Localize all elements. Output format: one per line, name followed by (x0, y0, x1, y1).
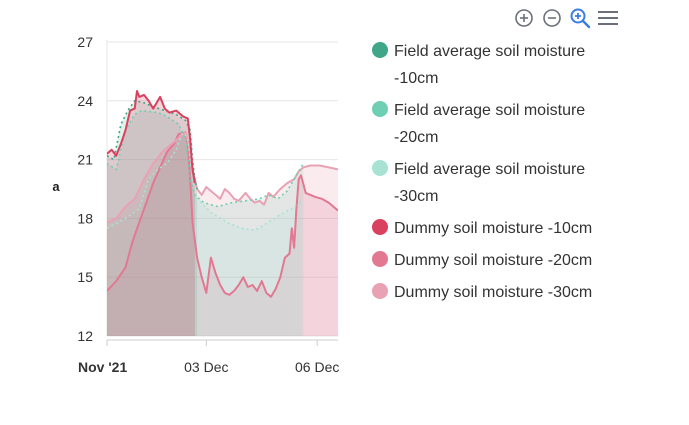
grid-lines (106, 40, 338, 337)
x-axis-ticks: Nov '21 03 Dec 06 Dec (78, 339, 339, 375)
x-tick-label: Nov '21 (78, 359, 127, 375)
y-axis-ticks: 12 15 18 21 24 27 (77, 34, 93, 344)
series-area (107, 110, 304, 336)
series-area (107, 91, 195, 336)
y-tick-label: 27 (77, 34, 93, 50)
y-tick-label: 18 (77, 210, 93, 226)
menu-icon[interactable] (596, 6, 620, 30)
zoom-magnifier-icon[interactable] (568, 6, 592, 30)
zoom-out-icon[interactable] (540, 6, 564, 30)
series-area (107, 100, 198, 336)
series-lines (107, 90, 338, 298)
legend-item[interactable]: Field average soil moisture -10cm (372, 38, 642, 92)
legend-label: Field average soil moisture -10cm (394, 43, 586, 87)
series-line[interactable] (107, 129, 302, 231)
y-tick-label: 15 (77, 269, 93, 285)
x-tick-label: 06 Dec (295, 359, 339, 375)
legend-item[interactable]: Field average soil moisture -20cm (372, 97, 642, 151)
legend-color-dot (372, 160, 388, 176)
series-line[interactable] (107, 131, 338, 298)
series-line[interactable] (107, 131, 338, 224)
series-line[interactable] (107, 109, 305, 208)
legend-item[interactable]: Field average soil moisture -30cm (372, 156, 642, 210)
y-axis-title: a (52, 179, 60, 194)
legend-color-dot (372, 101, 388, 117)
series-line[interactable] (107, 90, 196, 184)
legend-label: Dummy soil moisture -20cm (394, 252, 593, 269)
y-tick-label: 21 (77, 152, 93, 168)
series-area (107, 132, 338, 336)
legend-item[interactable]: Dummy soil moisture -20cm (372, 247, 642, 274)
legend-item[interactable]: Dummy soil moisture -10cm (372, 215, 642, 242)
y-tick-label: 12 (77, 328, 93, 344)
chart-legend: Field average soil moisture -10cm Field a… (372, 38, 642, 311)
legend-color-dot (372, 42, 388, 58)
legend-color-dot (372, 283, 388, 299)
legend-label: Field average soil moisture -20cm (394, 102, 586, 146)
legend-label: Dummy soil moisture -30cm (394, 284, 593, 301)
series-area (107, 132, 338, 336)
legend-color-dot (372, 219, 388, 235)
x-tick-label: 03 Dec (184, 359, 228, 375)
legend-label: Dummy soil moisture -10cm (394, 220, 593, 237)
legend-color-dot (372, 251, 388, 267)
y-tick-label: 24 (77, 93, 93, 109)
zoom-in-icon[interactable] (512, 6, 536, 30)
chart-toolbar (512, 6, 620, 30)
legend-label: Field average soil moisture -30cm (394, 161, 586, 205)
legend-item[interactable]: Dummy soil moisture -30cm (372, 279, 642, 306)
